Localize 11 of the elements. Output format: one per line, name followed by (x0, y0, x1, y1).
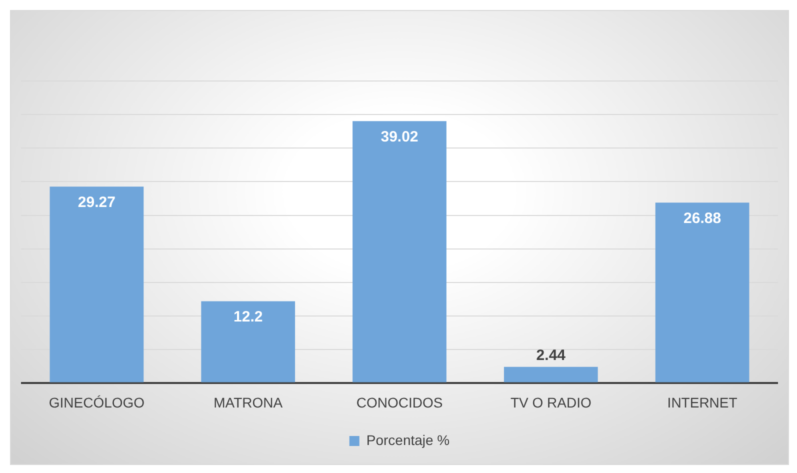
legend-label: Porcentaje % (366, 432, 450, 448)
data-label: 39.02 (380, 128, 418, 146)
data-label: 2.44 (536, 346, 566, 364)
x-tick-label: CONOCIDOS (356, 394, 443, 410)
x-tick-label: INTERNET (667, 394, 738, 410)
x-tick-label: MATRONA (214, 394, 284, 410)
data-label: 29.27 (78, 194, 116, 211)
x-tick-label: GINECÓLOGO (48, 394, 145, 410)
data-label: 12.2 (234, 308, 263, 326)
data-label: 26.88 (684, 210, 722, 227)
x-tick-label: TV O RADIO (510, 394, 592, 410)
